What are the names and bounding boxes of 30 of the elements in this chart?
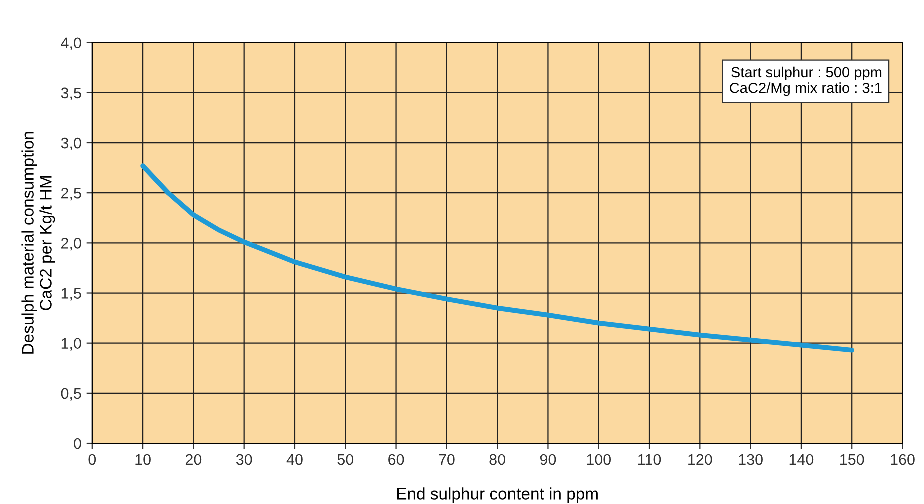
x-tick-label: 90 (540, 454, 556, 466)
x-tick-label: 150 (840, 454, 864, 466)
x-tick-label: 60 (388, 454, 404, 466)
y-tick-label: 3,5 (61, 88, 82, 100)
x-tick-label: 40 (286, 454, 303, 466)
x-tick-label: 130 (739, 454, 763, 466)
x-tick-label: 160 (891, 454, 915, 466)
x-axis-title: End sulphur content in ppm (397, 488, 598, 504)
line-series (140, 164, 855, 353)
y-tick-label: 3,0 (61, 138, 82, 150)
annotation: Start sulphur : 500 ppm CaC2/Mg mix ratio : 3:1 (730, 66, 882, 96)
x-tick-label: 110 (638, 454, 662, 466)
x-tick-label: 50 (338, 454, 354, 466)
x-tick-label: 100 (587, 454, 612, 466)
y-tick-label: 4,0 (61, 38, 82, 50)
x-tick-label: 20 (186, 454, 202, 466)
x-tick-label: 120 (688, 454, 712, 466)
y-axis-title: Desulph material consumption CaC2 per Kg/t HM (22, 132, 56, 354)
y-tick-label: 2,0 (62, 238, 82, 251)
x-tick-label: 30 (236, 454, 252, 466)
y-tick-label: 1,5 (62, 288, 82, 301)
x-tick-label: 80 (490, 454, 506, 466)
y-tick-label: 0,5 (61, 388, 82, 401)
y-tick-label: 1,0 (62, 338, 82, 351)
x-tick-label: 0 (88, 454, 96, 466)
y-tick-label: 0 (74, 438, 82, 450)
x-tick-label: 10 (136, 454, 151, 466)
y-tick-label: 2,5 (62, 188, 82, 201)
x-tick-label: 140 (790, 454, 814, 466)
x-tick-label: 70 (439, 454, 455, 466)
